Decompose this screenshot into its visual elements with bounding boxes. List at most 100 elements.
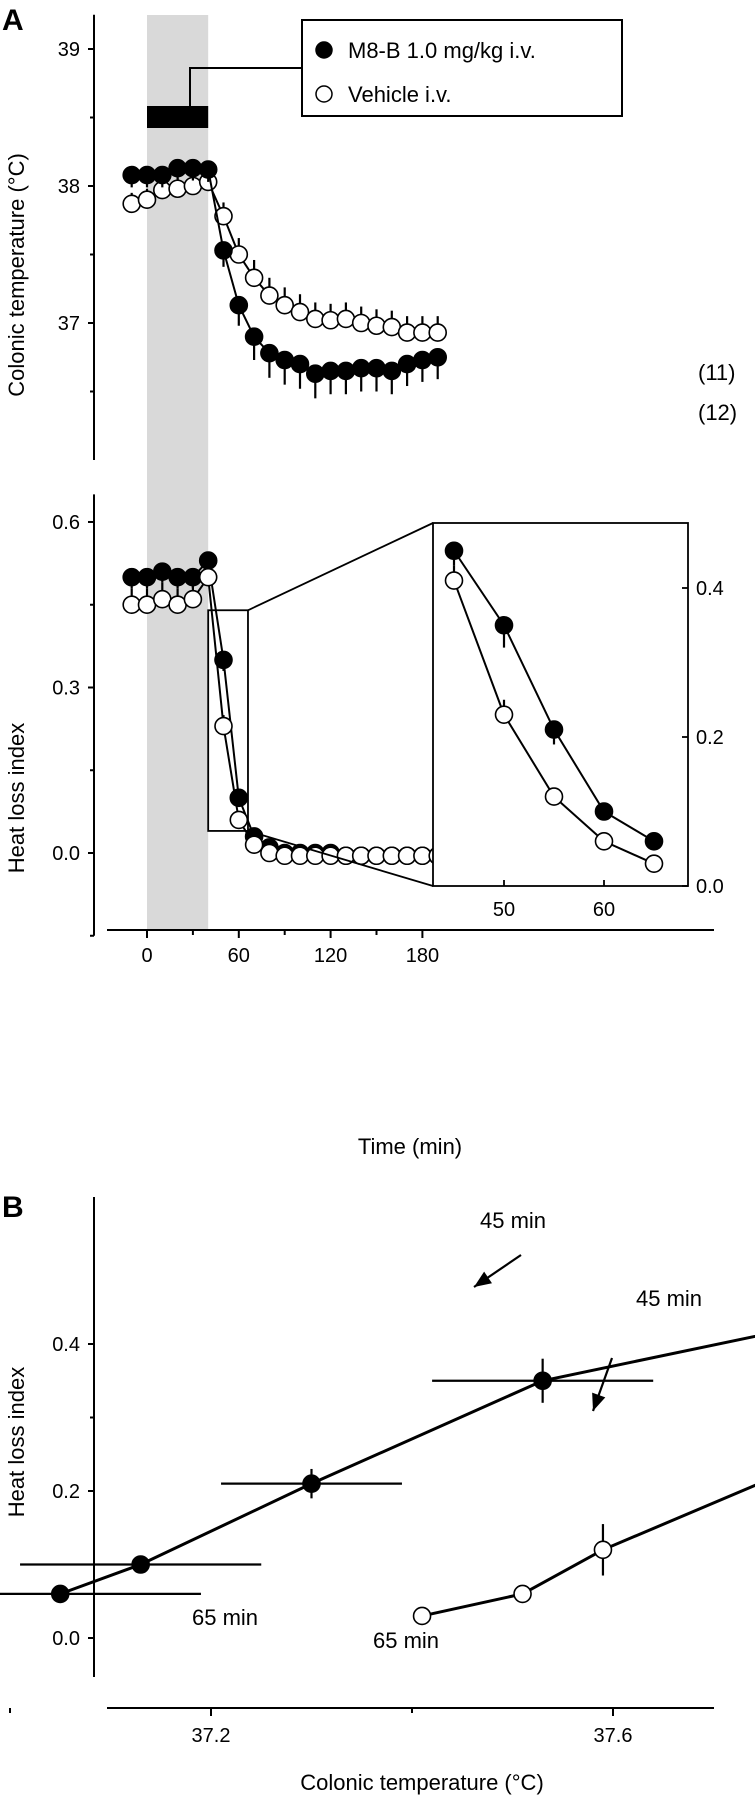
- vehicle-heat-loss-point: [153, 589, 172, 609]
- inset-x-tick-label: 60: [593, 899, 615, 921]
- vehicle-temperature-point: [244, 268, 264, 288]
- m8b-hysteresis-point: [302, 1474, 321, 1493]
- vehicle-temperature-point: [122, 194, 141, 214]
- m8b-heat-loss-point: [153, 562, 172, 581]
- vehicle-heat-loss-point: [275, 846, 295, 866]
- m8b-temperature-point: [229, 295, 249, 315]
- zoom-box: [207, 522, 434, 887]
- m8b-temperature-point: [290, 354, 310, 374]
- m8b-hysteresis-point: [131, 1555, 150, 1574]
- m8b-heat-loss-point: [137, 567, 157, 587]
- m8b-inset-point: [544, 720, 564, 739]
- m8b-n-label: (12): [698, 400, 737, 425]
- time-tick-label: 120: [314, 945, 347, 967]
- vehicle-n-label: (11): [698, 360, 736, 385]
- vehicle-heat-loss-point: [382, 846, 402, 866]
- m8b-inset-point: [644, 831, 664, 851]
- vehicle-heat-loss-point: [229, 810, 249, 830]
- vehicle-start-annotation: 45 min: [636, 1286, 702, 1311]
- legend-m8b-label: M8-B 1.0 mg/kg i.v.: [348, 38, 536, 63]
- m8b-inset-point: [494, 615, 514, 635]
- vehicle-temperature-point: [290, 302, 310, 322]
- inset-plot: 50 60 0.0 0.2 0.4: [432, 522, 724, 921]
- m8b-start-annotation: 45 min: [480, 1208, 546, 1233]
- vehicle-heat-loss-point: [137, 595, 157, 615]
- vehicle-heat-loss-point: [290, 846, 310, 866]
- heat-loss-y-axis: 0.0 0.3 0.6: [52, 494, 95, 937]
- vehicle-inset-point: [494, 705, 514, 724]
- vehicle-temperature-point: [305, 309, 325, 329]
- m8b-temperature-point: [413, 350, 432, 370]
- time-tick-label: 180: [406, 945, 439, 967]
- vehicle-temperature-point: [137, 190, 157, 209]
- m8b-temperature-point: [305, 364, 325, 383]
- m8b-temperature-point: [198, 160, 218, 179]
- vehicle-temperature-point: [382, 317, 402, 337]
- vehicle-heat-loss-point: [198, 567, 218, 587]
- panel-b-axes: 37.237.638.00.00.20.4: [9, 1197, 714, 1747]
- inset-y-tick-label: 0.4: [696, 578, 724, 600]
- legend-vehicle-label: Vehicle i.v.: [348, 82, 452, 107]
- vehicle-heat-loss-point: [367, 846, 386, 866]
- vehicle-heat-loss-point: [244, 835, 264, 855]
- panel-b-x-tick-label: 37.2: [192, 1725, 231, 1747]
- zoom-rectangle: [207, 609, 249, 832]
- m8b-temperature-point: [137, 165, 157, 185]
- temperature-tick-label: 37: [58, 313, 80, 335]
- vehicle-heat-loss-point: [351, 846, 371, 866]
- vehicle-temperature-point: [321, 310, 340, 330]
- m8b-inset-point: [444, 541, 464, 561]
- legend-open-marker: [315, 85, 333, 103]
- panel-b-y-tick-label: 0.0: [52, 1628, 80, 1650]
- m8b-temperature-point: [214, 241, 233, 260]
- panel-b-y-tick-label: 0.4: [52, 1334, 80, 1356]
- m8b-temperature-point: [244, 327, 264, 347]
- vehicle-inset-point: [444, 571, 464, 590]
- vehicle-direction-arrow-head: [592, 1392, 606, 1411]
- vehicle-inset-point: [594, 831, 614, 851]
- temperature-tick-label: 38: [58, 176, 80, 198]
- vehicle-hysteresis-point: [593, 1540, 613, 1560]
- heat-loss-tick-label: 0.6: [52, 512, 80, 534]
- m8b-temperature-point: [382, 361, 402, 381]
- vehicle-temperature-point: [275, 295, 295, 315]
- m8b-hysteresis-point: [533, 1371, 552, 1391]
- m8b-temperature-point: [168, 158, 187, 178]
- m8b-temperature-point: [428, 347, 448, 367]
- vehicle-temperature-point: [168, 179, 187, 199]
- temperature-y-label: Colonic temperature (°C): [4, 153, 29, 397]
- vehicle-temperature-point: [260, 286, 279, 305]
- m8b-temperature-point: [351, 358, 371, 378]
- m8b-heat-loss-point: [214, 650, 233, 670]
- vehicle-temperature-point: [214, 206, 233, 226]
- m8b-temperature-point: [275, 350, 295, 370]
- m8b-inset-point: [594, 802, 614, 821]
- vehicle-heat-loss-point: [260, 843, 279, 863]
- m8b-hysteresis-line: [59, 1334, 755, 1596]
- m8b-hysteresis-point: [50, 1584, 70, 1604]
- temperature-y-axis: 37 38 39: [58, 14, 95, 460]
- inset-y-tick-label: 0.0: [696, 876, 724, 898]
- heat-loss-tick-label: 0.3: [52, 677, 80, 699]
- m8b-heat-loss-point: [168, 567, 187, 587]
- vehicle-heat-loss-point: [413, 846, 432, 866]
- vehicle-end-annotation: 65 min: [373, 1628, 439, 1653]
- inset-x-tick-label: 50: [493, 899, 515, 921]
- inset-y-tick-label: 0.2: [696, 727, 724, 749]
- m8b-temperature-point: [336, 361, 356, 381]
- panel-b-series: [0, 1334, 755, 1626]
- time-tick-label: 60: [228, 945, 250, 967]
- m8b-temperature-point: [183, 158, 203, 178]
- panel-b-x-label: Colonic temperature (°C): [300, 1770, 544, 1795]
- vehicle-hysteresis-point: [513, 1584, 532, 1604]
- heat-loss-tick-label: 0.0: [52, 843, 80, 865]
- m8b-end-annotation: 65 min: [192, 1605, 258, 1630]
- infusion-bar: [147, 106, 209, 128]
- m8b-temperature-point: [321, 361, 340, 381]
- vehicle-heat-loss-point: [122, 595, 141, 615]
- vehicle-hysteresis-point: [412, 1606, 432, 1626]
- temperature-tick-label: 39: [58, 39, 80, 61]
- vehicle-heat-loss-point: [214, 716, 233, 736]
- vehicle-hysteresis-line: [421, 1483, 755, 1618]
